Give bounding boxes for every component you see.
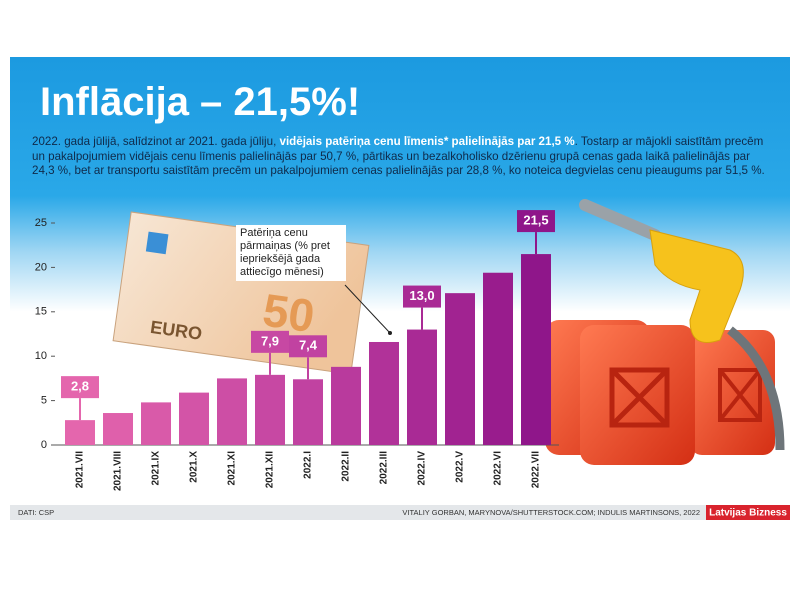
- x-tick-label: 2021.IX: [151, 451, 162, 486]
- fuel-nozzle: [579, 199, 785, 451]
- credits: VITALIY GORBAN, MARYNOVA/SHUTTERSTOCK.CO…: [402, 508, 700, 517]
- value-label-box: [251, 330, 289, 353]
- bar: [407, 329, 437, 445]
- x-tick-label: 2022.VI: [493, 451, 504, 486]
- y-tick-label: 15: [35, 306, 47, 318]
- bar: [521, 254, 551, 445]
- y-tick-label: 25: [35, 217, 47, 229]
- x-tick-label: 2021.VII: [75, 451, 86, 488]
- value-label: 13,0: [409, 288, 434, 303]
- annotation: Patēriņa cenu pārmaiņas (% pret iepriekš…: [236, 225, 346, 281]
- bar: [331, 366, 361, 445]
- x-tick-label: 2021.X: [189, 451, 200, 483]
- value-label-box: [403, 285, 441, 308]
- bar: [255, 374, 285, 445]
- jerry-cans: [545, 320, 775, 465]
- bar: [141, 402, 171, 445]
- intro-text: 2022. gada jūlijā, salīdzinot ar 2021. g…: [32, 135, 280, 148]
- value-label: 7,4: [299, 338, 318, 353]
- brand-box: [706, 505, 790, 520]
- bar: [293, 379, 323, 445]
- x-tick-label: 2022.IV: [417, 451, 428, 486]
- bar: [217, 378, 247, 445]
- bar: [445, 293, 475, 445]
- x-tick-label: 2021.XI: [227, 451, 238, 486]
- bar: [103, 413, 133, 445]
- y-tick-label: 5: [41, 395, 47, 407]
- x-tick-label: 2022.III: [379, 451, 390, 485]
- annotation-pointer: [344, 284, 391, 334]
- x-tick-label: 2022.II: [341, 451, 352, 482]
- x-tick-label: 2021.VIII: [113, 451, 124, 491]
- x-tick-label: 2022.I: [303, 451, 314, 479]
- source: DATI: CSP: [18, 508, 54, 517]
- y-tick-label: 10: [35, 350, 47, 362]
- bar: [369, 341, 399, 445]
- value-label: 7,9: [261, 333, 279, 348]
- bar: [179, 392, 209, 445]
- value-label-box: [289, 335, 327, 358]
- footer: [10, 505, 790, 520]
- brand: Latvijas Bizness: [709, 508, 787, 519]
- value-label: 2,8: [71, 379, 89, 394]
- value-label: 21,5: [523, 213, 548, 228]
- title: Inflācija – 21,5%!: [40, 80, 360, 124]
- annotation-box: Patēriņa cenu pārmaiņas (% pret iepriekš…: [236, 225, 346, 281]
- x-tick-label: 2022.VII: [531, 451, 542, 488]
- value-label-box: [61, 376, 99, 399]
- y-tick-label: 20: [35, 261, 47, 273]
- bar: [483, 272, 513, 445]
- value-label-box: [517, 210, 555, 233]
- intro-text: vidējais patēriņa cenu līmenis* palielin…: [279, 135, 575, 148]
- intro: 2022. gada jūlijā, salīdzinot ar 2021. g…: [32, 135, 772, 179]
- intro-text: . Tostarp ar mājokli saistītām precēm un…: [32, 135, 765, 177]
- bar: [65, 420, 95, 445]
- y-tick-label: 0: [41, 439, 47, 451]
- x-tick-label: 2021.XII: [265, 451, 276, 488]
- x-tick-label: 2022.V: [455, 451, 466, 483]
- annotation-dot: [388, 331, 392, 335]
